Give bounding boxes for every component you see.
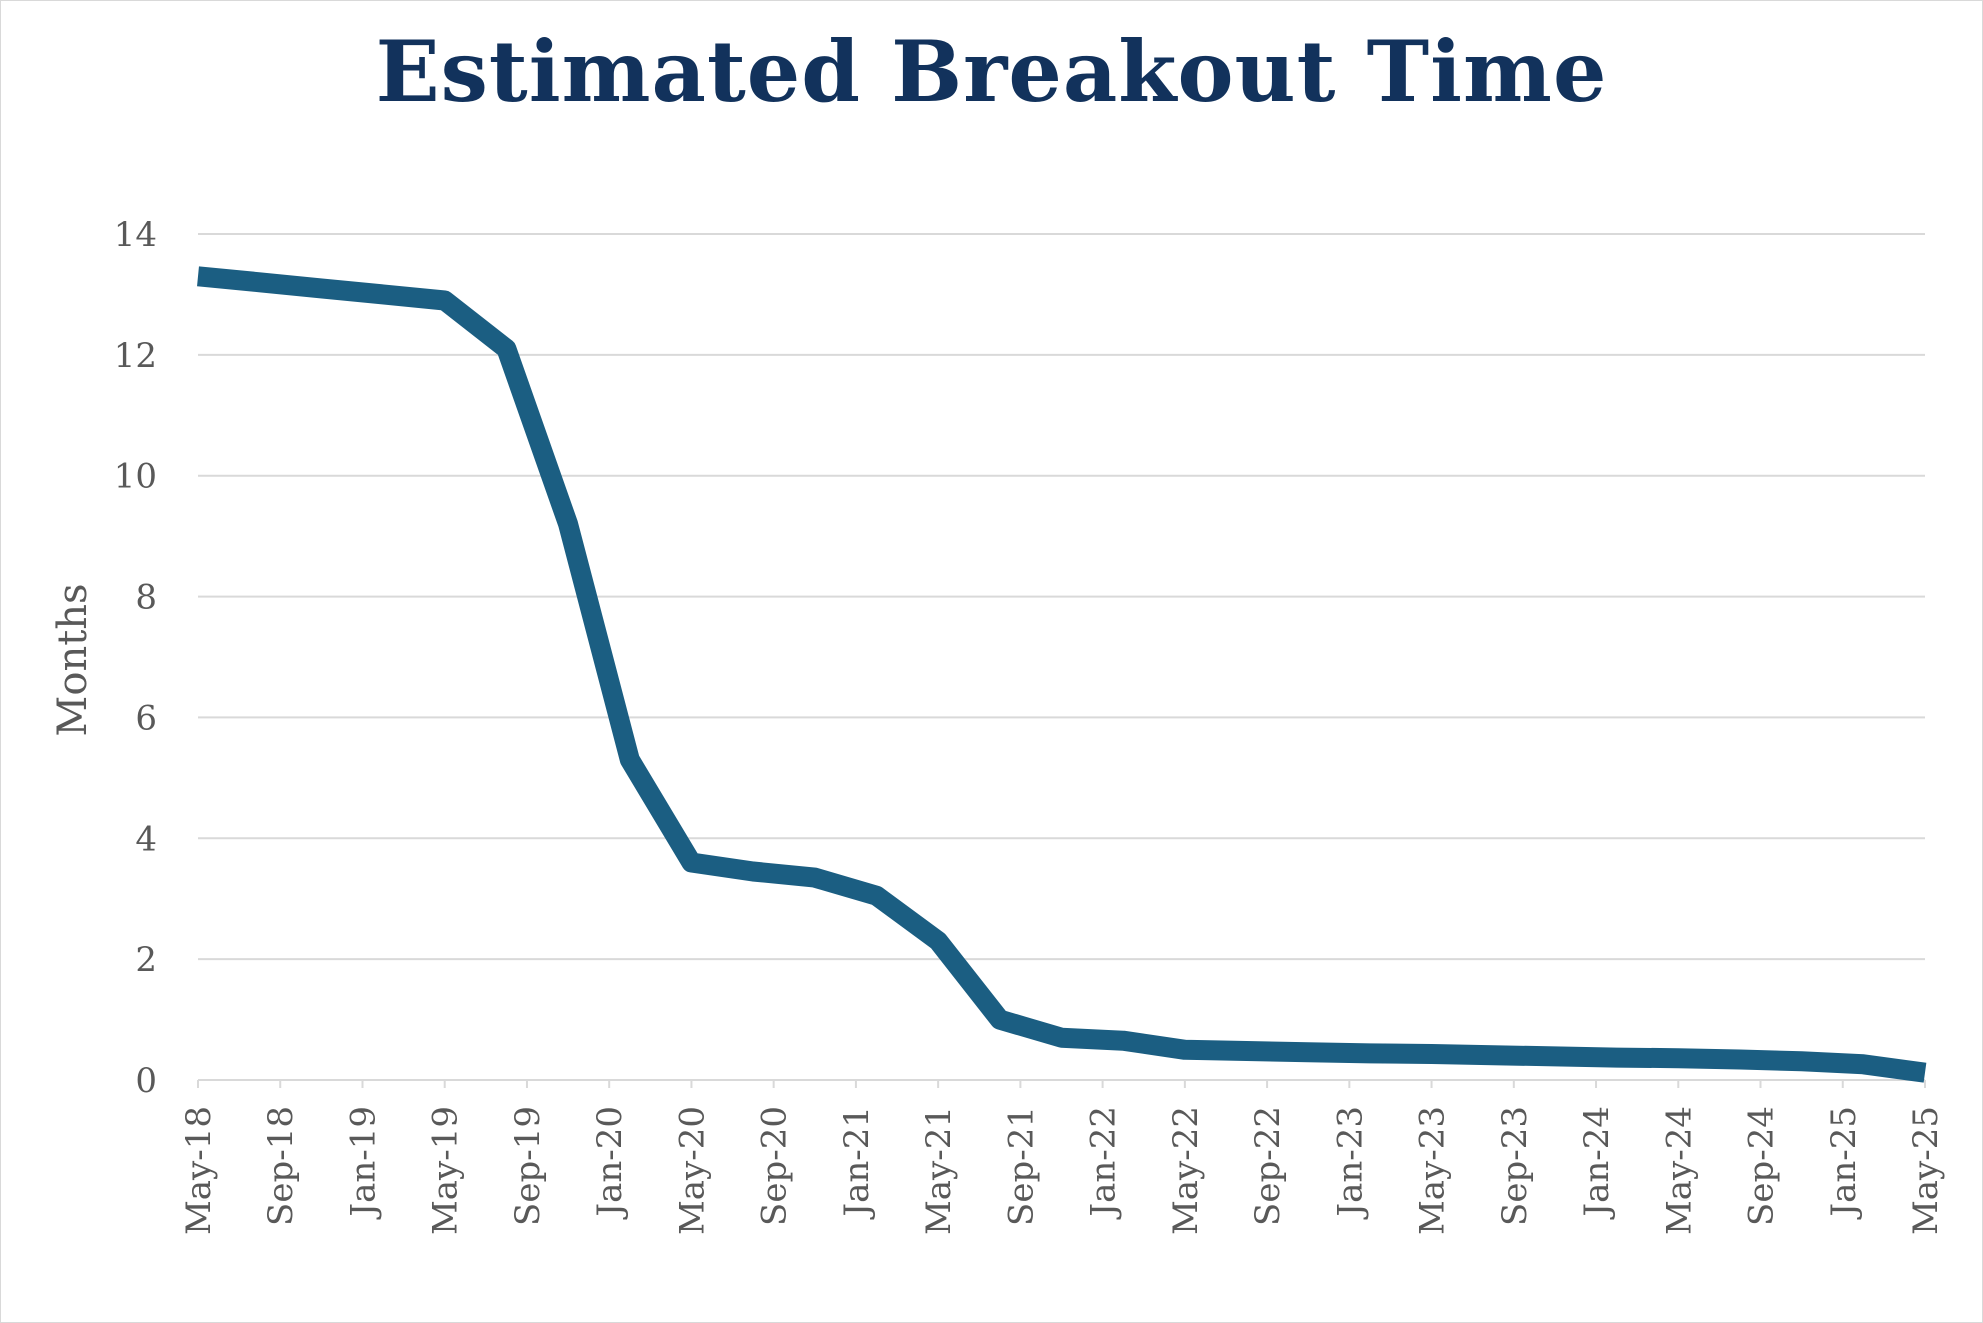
y-tick-label: 6 [135,698,157,738]
y-tick-label: 10 [114,457,157,497]
x-tick-label: Jan-23 [1330,1106,1370,1220]
y-tick-label: 8 [135,578,157,618]
x-tick-label: Sep-19 [508,1106,548,1226]
x-tick-label: May-23 [1413,1106,1453,1235]
y-axis-ticks: 0 2 4 6 8 10 12 14 [114,215,157,1101]
series-layer [197,266,1927,1083]
x-tick-label: Jan-22 [1084,1106,1124,1220]
x-axis-ticks: May-18 Sep-18 Jan-19 May-19 Sep-19 Jan-20 May-… [179,1080,1946,1235]
gridlines [198,233,1925,1081]
x-tick-label: May-25 [1906,1106,1946,1235]
series-line-0 [197,266,1927,1083]
x-tick-label: Sep-18 [261,1106,301,1226]
x-tick-label: Sep-20 [755,1106,795,1226]
x-tick-label: Sep-23 [1495,1106,1535,1226]
x-tick-label: Sep-22 [1248,1106,1288,1226]
y-tick-label: 4 [135,819,157,859]
x-tick-label: Jan-25 [1824,1106,1864,1220]
y-axis-title: Months [50,583,96,736]
x-tick-label: May-18 [179,1106,219,1235]
y-tick-label: 12 [114,336,157,376]
x-tick-label: Sep-24 [1742,1106,1782,1226]
x-tick-label: Sep-21 [1001,1106,1041,1226]
x-tick-label: Jan-20 [590,1106,630,1220]
x-tick-label: May-19 [426,1106,466,1235]
x-tick-label: Jan-19 [343,1106,383,1220]
y-tick-label: 2 [135,940,157,980]
x-tick-label: May-21 [919,1106,959,1235]
x-tick-label: Jan-21 [837,1106,877,1220]
x-tick-label: May-24 [1659,1106,1699,1235]
y-tick-label: 14 [114,215,157,255]
x-tick-label: May-22 [1166,1106,1206,1235]
y-tick-label: 0 [135,1061,157,1101]
chart-title: Estimated Breakout Time [375,22,1608,121]
x-tick-label: May-20 [672,1106,712,1235]
x-tick-label: Jan-24 [1577,1106,1617,1220]
